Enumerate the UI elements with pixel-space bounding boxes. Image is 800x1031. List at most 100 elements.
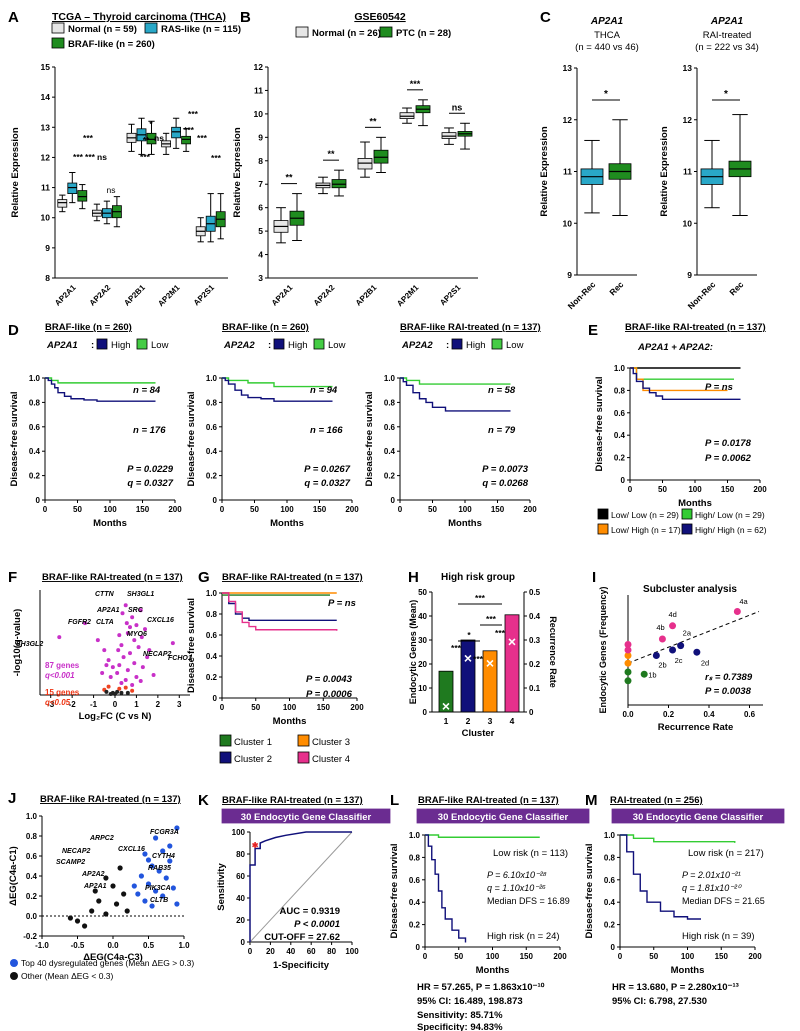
km-d-tick-label: 0.6: [29, 423, 41, 432]
panel-c-y-tick-label: 9: [687, 270, 692, 280]
tick-label: 3: [177, 700, 182, 709]
km-g-tick-label: 0.6: [206, 631, 218, 640]
panel-c-y-tick-label: 10: [563, 218, 573, 228]
tick-label: 0.0: [107, 941, 119, 950]
gene-label: CXCL16: [118, 846, 145, 853]
panel-c-y-tick-label: 11: [563, 167, 572, 177]
km-d-tick-label: 0.6: [384, 423, 396, 432]
legend-swatch: [136, 338, 148, 350]
panel-c-ylabel: Relative Expression: [539, 126, 550, 216]
q-value: q = 0.0327: [127, 478, 173, 489]
km-d-tick-label: 100: [458, 505, 472, 514]
panel-b-y-tick-label: 3: [258, 273, 263, 283]
gene-label: ARPC2: [89, 835, 114, 842]
tick-label: 80: [327, 947, 336, 956]
km-d-tick-label: 150: [313, 505, 327, 514]
point-label: 2b: [658, 661, 666, 670]
tick-label: 0.4: [703, 710, 715, 719]
subcluster-point: [693, 648, 701, 656]
q-value: q = 0.0327: [304, 478, 350, 489]
volcano-point: [110, 665, 115, 670]
km-L-tick-label: 0.8: [409, 853, 421, 862]
gene-label: AP2A1: [96, 607, 120, 614]
km-d-tick-label: 0.4: [206, 447, 218, 456]
km-d-tick-label: 0: [43, 505, 48, 514]
q-value: q = 1.81x10⁻²⁰: [682, 883, 742, 893]
legend-label: Cluster 2: [234, 754, 272, 765]
km-d-tick-label: 100: [103, 505, 117, 514]
gene-point-other: [67, 915, 73, 921]
tick-label: 0.4: [26, 872, 38, 881]
sig-annotation: ***: [211, 153, 222, 163]
km-M-tick-label: 150: [715, 952, 729, 961]
sig-annotation: ***: [410, 79, 421, 89]
km-d-tick-label: 150: [491, 505, 505, 514]
category-label: AP2A1: [53, 283, 78, 308]
km-d-tick-label: 1.0: [29, 374, 41, 383]
gene-point-other: [117, 865, 123, 871]
recurrence-marker: ×: [464, 650, 472, 666]
tick-label: 0.2: [26, 892, 38, 901]
legend-swatch: [51, 37, 65, 49]
tick-label: 80: [236, 850, 245, 859]
volcano-point: [57, 635, 62, 640]
km-low-line: [425, 834, 540, 838]
scatter-title: BRAF-like RAI-treated (n = 137): [40, 794, 181, 805]
sig-annotation: ns: [107, 185, 116, 195]
km-low-line: [222, 377, 333, 388]
volcano-point: [117, 663, 122, 668]
panel-letter-d: D: [8, 322, 19, 339]
km-L-tick-label: 0.2: [409, 921, 421, 930]
point-label: 4d: [669, 610, 677, 619]
km-title: BRAF-like RAI-treated (n = 137): [400, 322, 541, 333]
category-label: 1: [444, 716, 449, 726]
gene-point-top40: [142, 898, 148, 904]
gene-point-top40: [153, 835, 159, 841]
panel-c-subtitle: THCA: [594, 30, 621, 41]
sig-annotation: ***: [85, 152, 96, 162]
category-label: AP2S1: [438, 283, 463, 308]
n-low: n = 94: [310, 385, 338, 396]
legend-swatch: [491, 338, 503, 350]
gene-label: NECAP2: [143, 651, 172, 658]
bar-title: High risk group: [441, 572, 515, 583]
panel-b-y-tick-label: 9: [258, 132, 263, 142]
high-risk-label: High risk (n = 39): [682, 931, 755, 942]
km-M-tick-label: 0.8: [604, 853, 616, 862]
point-label: 4b: [656, 623, 664, 632]
km-d-tick-label: 0: [213, 496, 218, 505]
legend-blue-dot: [10, 959, 18, 967]
category-label: AP2B1: [122, 283, 147, 308]
sig-annotation: **: [369, 116, 377, 126]
tick-label: 20: [236, 916, 245, 925]
panel-letter-i: I: [592, 569, 596, 586]
km-M-tick-label: 50: [649, 952, 658, 961]
legend-label: High/ Low (n = 29): [695, 510, 765, 520]
km-title: RAI-treated (n = 256): [610, 795, 703, 806]
km-L-tick-label: 0: [416, 943, 421, 952]
y2label: Recurrence Rate: [548, 616, 558, 688]
km-e-tick-label: 0: [621, 476, 626, 485]
gene-point-top40: [174, 901, 180, 907]
panel-c-y-tick-label: 13: [683, 63, 693, 73]
km-g-tick-label: 200: [350, 703, 364, 712]
roc-curve: [249, 831, 352, 942]
tick-label: 0.0: [26, 912, 38, 921]
category-label: AP2A2: [88, 283, 113, 308]
category-label: Rec: [727, 279, 745, 297]
legend-swatch: [597, 508, 609, 520]
tick-label: 1.0: [178, 941, 190, 950]
km-d-tick-label: 0.8: [206, 398, 218, 407]
gene-point-other: [96, 898, 102, 904]
subcluster-point: [624, 659, 632, 667]
panel-a-y-tick-label: 10: [41, 213, 51, 223]
subcluster-point: [677, 642, 685, 650]
n-high: n = 166: [310, 425, 343, 436]
volcano-point: [102, 648, 107, 653]
km-d-tick-label: 0.2: [29, 472, 41, 481]
median-dfs: Median DFS = 16.89: [487, 896, 570, 906]
gene-point-top40: [135, 891, 141, 897]
volcano-point: [117, 633, 122, 638]
category-label: Non-Rec: [566, 279, 598, 311]
